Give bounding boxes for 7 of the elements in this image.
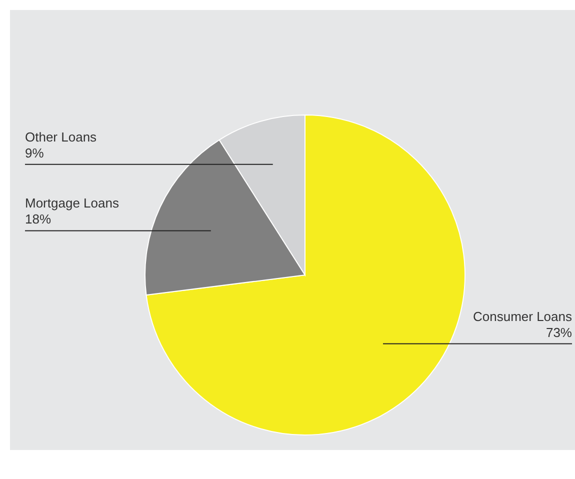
- data-label: 73%: [546, 324, 572, 340]
- data-label: 9%: [25, 145, 44, 160]
- pie-slice: [146, 114, 466, 436]
- slice-label: Other Loans: [25, 129, 98, 144]
- slice-label: Mortgage Loans: [25, 196, 120, 211]
- data-label: 18%: [25, 212, 52, 227]
- slice-label: Consumer Loans: [473, 308, 572, 324]
